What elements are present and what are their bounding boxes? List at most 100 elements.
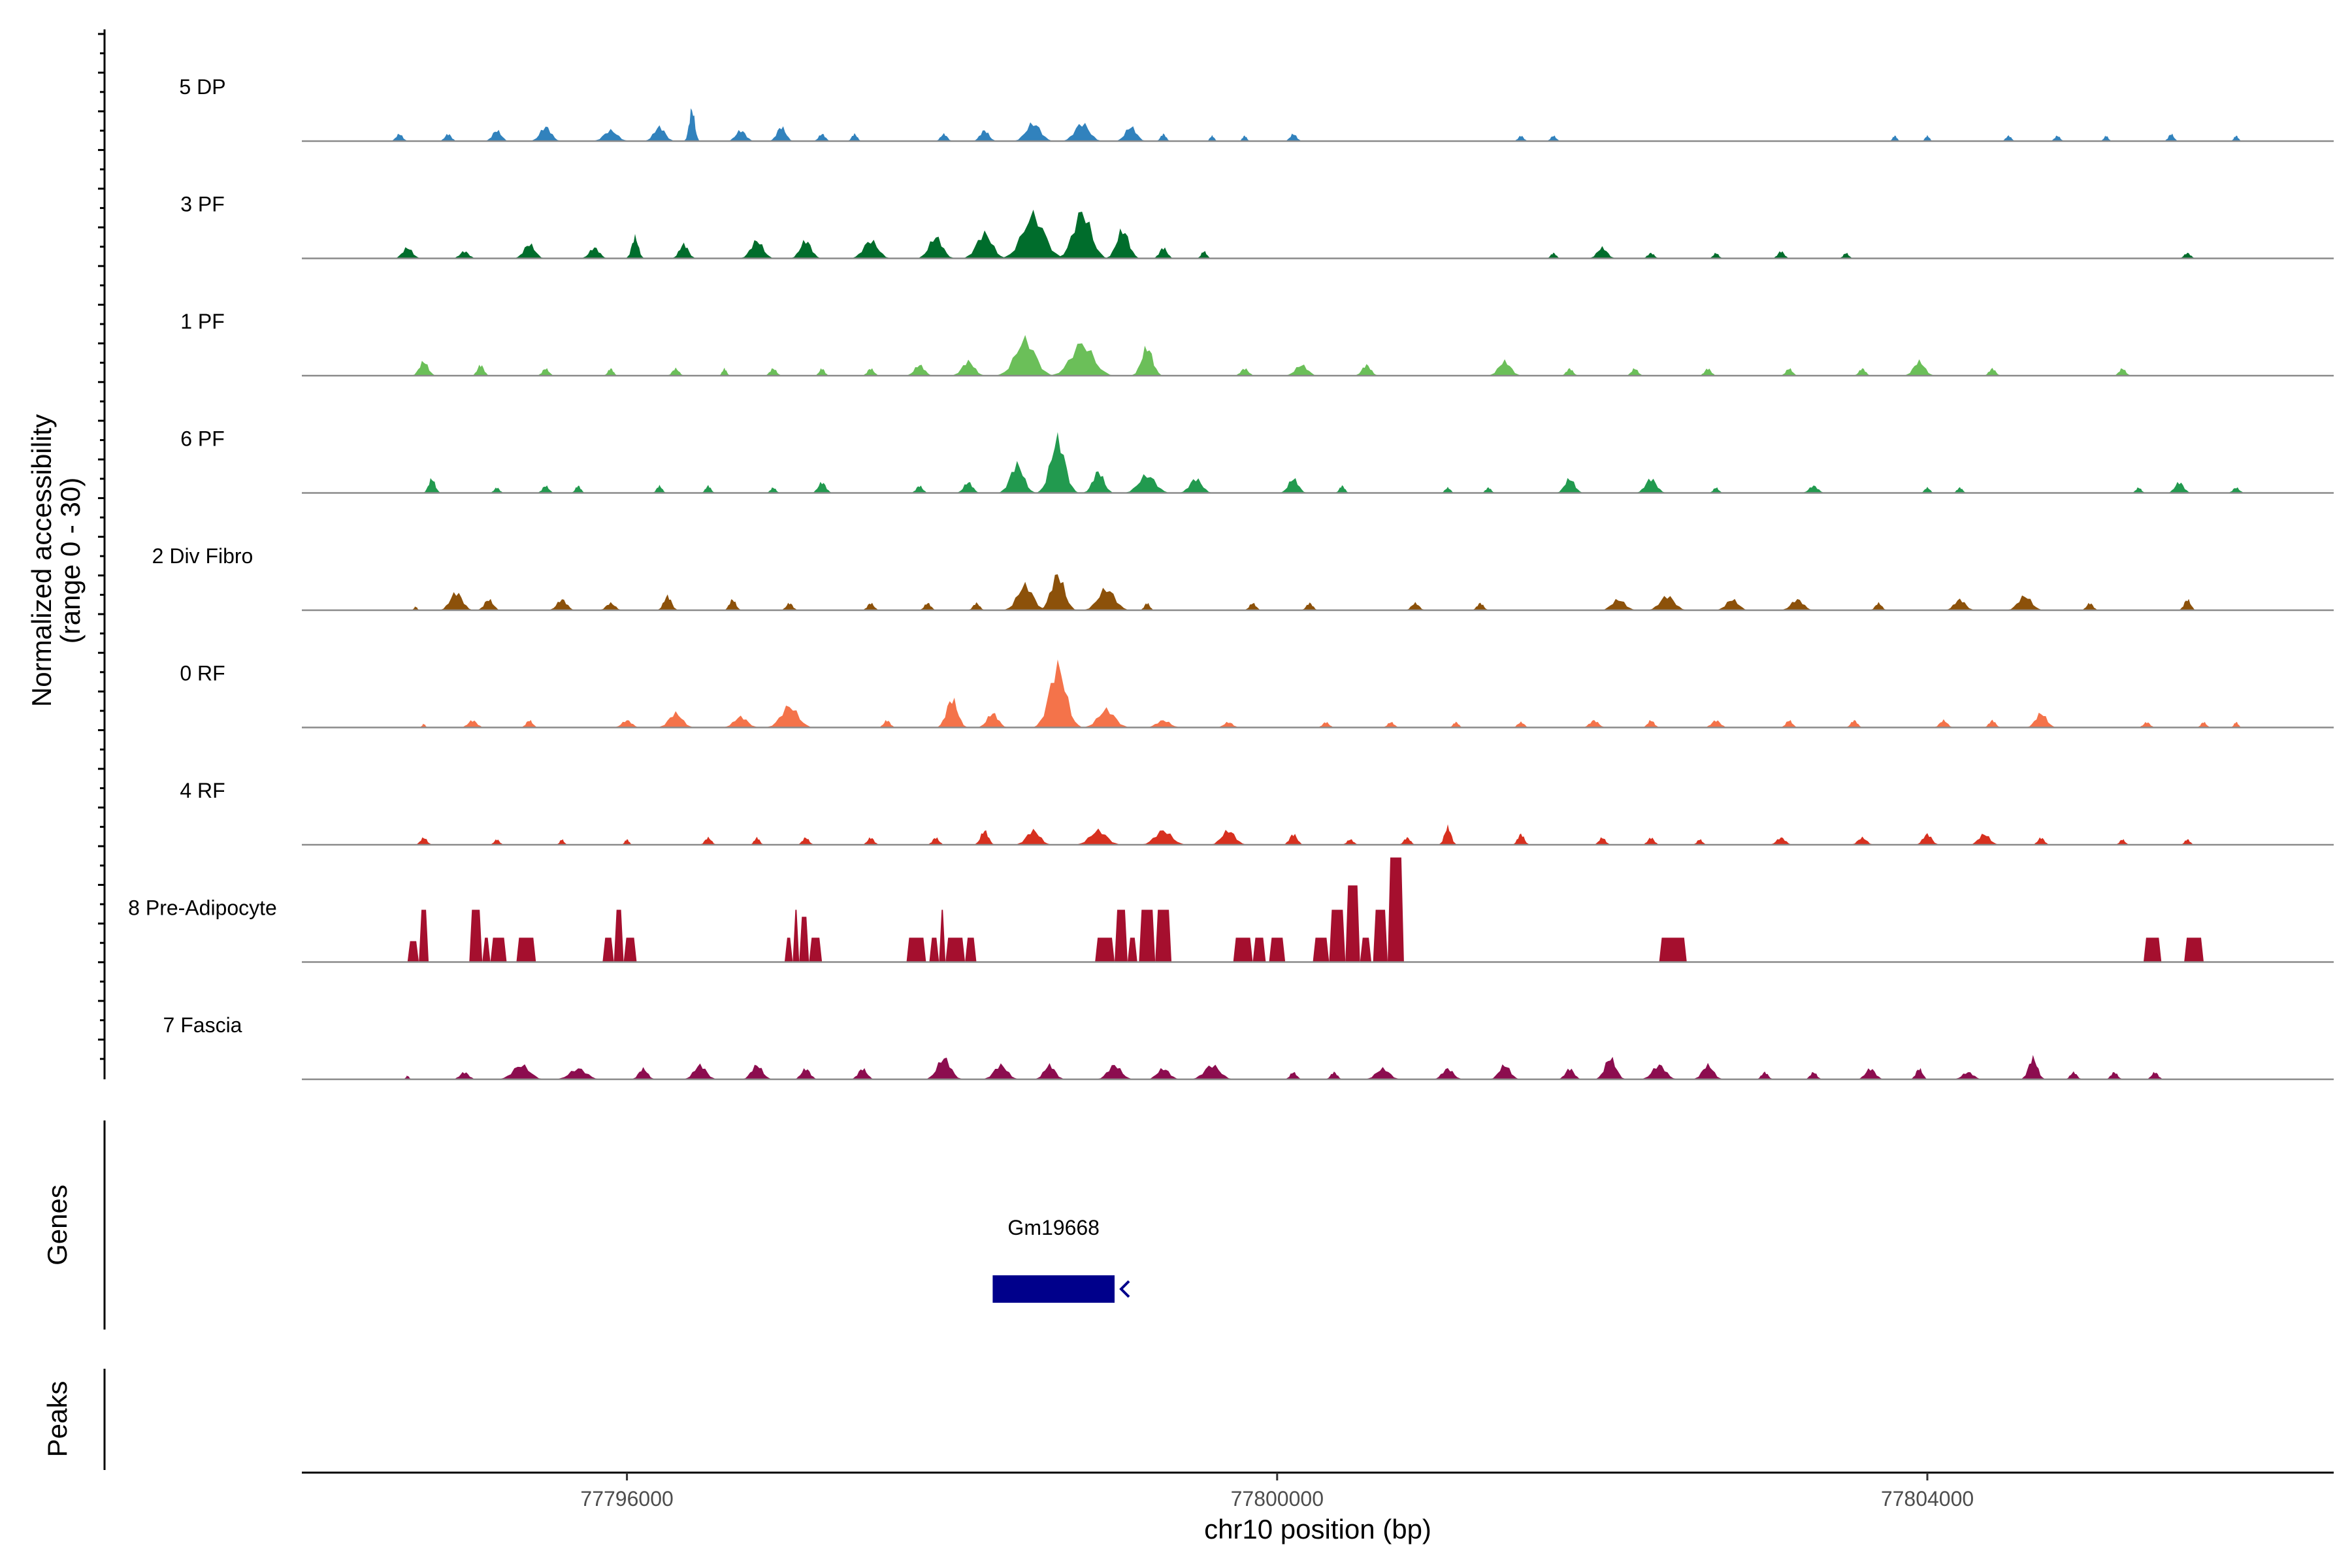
signal-block	[939, 909, 946, 962]
signal-peak	[1038, 574, 1077, 610]
signal-peak	[924, 1057, 964, 1079]
signal-peak	[905, 365, 934, 376]
accessibility-y-axis	[98, 29, 106, 1079]
signal-peak	[483, 129, 510, 141]
signal-block	[792, 909, 800, 962]
signal-peak	[698, 836, 718, 845]
signal-peak	[966, 602, 987, 610]
signal-peak	[1755, 1071, 1775, 1079]
signal-peak	[683, 108, 700, 141]
signal-peak	[909, 485, 930, 493]
peaks-panel-title: Peaks	[42, 1381, 73, 1458]
track-2-div-fibro: 2 Div Fibro	[152, 544, 2334, 612]
signal-peak	[739, 240, 775, 259]
signal-peak	[1852, 368, 1872, 376]
signal-peak	[768, 126, 794, 141]
signal-block	[1252, 938, 1266, 962]
signal-peak	[1932, 719, 1955, 728]
signal-peak	[860, 602, 881, 610]
signal-block	[613, 909, 624, 962]
signal-peak	[438, 133, 458, 141]
signal-peak	[2025, 712, 2057, 728]
signal-peak	[2031, 837, 2051, 845]
signal-peak	[1625, 368, 1645, 376]
signal-peak	[1189, 1064, 1235, 1079]
signal-peak	[1599, 598, 1639, 610]
signal-peak	[451, 1071, 478, 1079]
signal-peak	[438, 592, 474, 610]
track-7-fascia: 7 Fascia	[163, 1013, 2334, 1081]
signal-peak	[1844, 720, 1864, 728]
signal-peak	[936, 697, 969, 728]
signal-peak	[1921, 135, 1934, 141]
signal-peak	[812, 133, 832, 141]
signal-peak	[1115, 126, 1147, 141]
track-8-pre-adipocyte: 8 Pre-Adipocyte	[128, 857, 2334, 963]
signal-peak	[393, 247, 423, 259]
signal-peak	[414, 837, 434, 845]
signal-peak	[1943, 598, 1976, 610]
signal-peak	[2195, 721, 2212, 728]
signal-peak	[1545, 252, 1562, 259]
track-6-pf: 6 PF	[180, 427, 2334, 494]
signal-peak	[918, 602, 938, 610]
signal-block	[1095, 938, 1115, 962]
x-axis-title: chr10 position (bp)	[1204, 1514, 1431, 1544]
signal-block	[1360, 938, 1372, 962]
signal-peak	[1779, 598, 1816, 610]
signal-peak	[1333, 485, 1350, 493]
signal-peak	[1888, 135, 1902, 141]
signal-peak	[1779, 720, 1799, 728]
track-label: 3 PF	[180, 193, 225, 216]
signal-peak	[2145, 1071, 2165, 1079]
signal-peak	[489, 487, 505, 493]
signal-peak	[1060, 123, 1103, 141]
signal-peak	[792, 1068, 819, 1079]
signal-peak	[934, 133, 954, 141]
signal-peak	[950, 359, 987, 376]
signal-peak	[402, 1075, 413, 1079]
signal-peak	[1152, 247, 1175, 259]
signal-peak	[2226, 487, 2246, 493]
signal-block	[799, 917, 809, 962]
signal-peak	[1511, 721, 1531, 728]
gene-body	[992, 1275, 1115, 1303]
track-label: 8 Pre-Adipocyte	[128, 896, 277, 920]
signal-peak	[1909, 1068, 1929, 1079]
track-5-dp: 5 DP	[179, 75, 2334, 142]
signal-peak	[972, 130, 998, 141]
signal-peak	[916, 237, 956, 259]
signal-peak	[1095, 1065, 1134, 1079]
signal-peak	[779, 602, 800, 610]
signal-peak	[489, 839, 505, 845]
signal-peak	[547, 599, 577, 610]
signal-peak	[656, 594, 679, 610]
signal-peak	[602, 368, 619, 376]
signal-peak	[1143, 720, 1183, 728]
signal-peak	[1560, 368, 1580, 376]
y-axis-title-line1: Normalized accessibility	[26, 414, 57, 707]
signal-peak	[1282, 834, 1305, 845]
track-3-pf: 3 PF	[180, 193, 2334, 259]
signal-block	[1127, 938, 1137, 962]
signal-peak	[726, 130, 756, 141]
signal-peak	[1779, 368, 1799, 376]
signal-peak	[419, 723, 429, 728]
signal-peak	[962, 230, 1007, 259]
signal-peak	[1403, 602, 1427, 610]
signal-peak	[470, 365, 491, 376]
signal-peak	[570, 485, 587, 493]
signal-peak	[926, 837, 946, 845]
signal-peak	[1205, 135, 1219, 141]
signal-peak	[723, 599, 743, 610]
signal-block	[407, 941, 419, 962]
signal-peak	[1082, 707, 1131, 728]
signal-peak	[1439, 487, 1456, 493]
signal-block	[1115, 909, 1128, 962]
signal-peak	[1545, 135, 1562, 141]
genes-panel-title: Genes	[42, 1184, 73, 1266]
signal-peak	[1122, 474, 1172, 493]
signal-peak	[765, 706, 814, 728]
signal-peak	[651, 485, 668, 493]
signal-peak	[555, 839, 568, 845]
